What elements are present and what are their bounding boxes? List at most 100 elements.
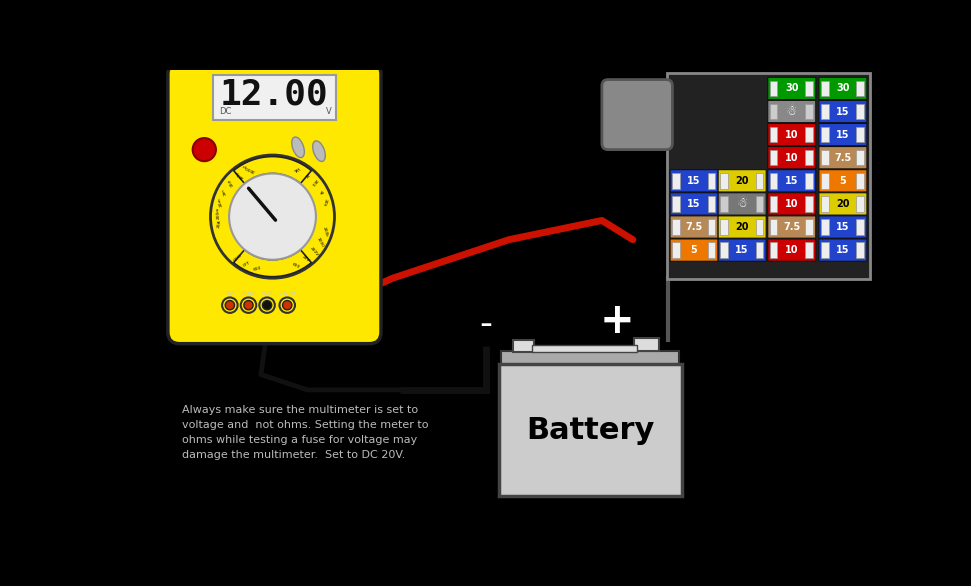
Circle shape: [225, 301, 235, 310]
FancyBboxPatch shape: [820, 196, 828, 212]
Circle shape: [192, 138, 216, 161]
Circle shape: [229, 173, 316, 260]
Text: ☃: ☃: [787, 105, 797, 118]
Text: 2m: 2m: [221, 188, 228, 195]
FancyBboxPatch shape: [720, 219, 728, 235]
Text: 20µ: 20µ: [227, 178, 235, 186]
Text: 30: 30: [785, 83, 798, 93]
Text: 10A: 10A: [225, 291, 235, 296]
FancyBboxPatch shape: [770, 150, 778, 165]
Text: 20V: 20V: [301, 255, 311, 263]
Circle shape: [241, 298, 256, 313]
Text: -: -: [479, 308, 492, 342]
Wedge shape: [234, 250, 312, 277]
Text: 2000µ: 2000µ: [242, 163, 255, 173]
Text: 10: 10: [785, 153, 798, 163]
FancyBboxPatch shape: [856, 150, 864, 165]
FancyBboxPatch shape: [634, 338, 659, 352]
Text: 12.00: 12.00: [220, 77, 329, 111]
FancyBboxPatch shape: [672, 173, 680, 189]
Text: 10: 10: [785, 245, 798, 255]
FancyBboxPatch shape: [708, 196, 716, 212]
Text: V: V: [325, 107, 331, 115]
Circle shape: [283, 301, 292, 310]
FancyBboxPatch shape: [856, 243, 864, 258]
FancyBboxPatch shape: [819, 77, 867, 100]
FancyBboxPatch shape: [819, 239, 867, 261]
FancyBboxPatch shape: [670, 239, 719, 261]
FancyBboxPatch shape: [820, 150, 828, 165]
FancyBboxPatch shape: [768, 124, 816, 146]
FancyBboxPatch shape: [708, 173, 716, 189]
Circle shape: [244, 301, 253, 310]
Text: 15: 15: [687, 176, 701, 186]
FancyBboxPatch shape: [719, 170, 766, 192]
FancyBboxPatch shape: [856, 127, 864, 142]
FancyBboxPatch shape: [819, 146, 867, 169]
Ellipse shape: [313, 141, 325, 162]
Text: Always make sure the multimeter is set to
voltage and  not ohms. Setting the met: Always make sure the multimeter is set t…: [182, 406, 428, 459]
FancyBboxPatch shape: [768, 77, 816, 100]
FancyBboxPatch shape: [820, 219, 828, 235]
FancyBboxPatch shape: [856, 219, 864, 235]
FancyBboxPatch shape: [708, 219, 716, 235]
Text: 15: 15: [836, 130, 850, 139]
FancyBboxPatch shape: [819, 100, 867, 122]
FancyBboxPatch shape: [501, 352, 680, 367]
FancyBboxPatch shape: [755, 243, 763, 258]
Text: V.A: V.A: [292, 165, 300, 172]
FancyBboxPatch shape: [770, 81, 778, 96]
Text: 20: 20: [836, 199, 850, 209]
FancyBboxPatch shape: [670, 170, 719, 192]
FancyBboxPatch shape: [820, 104, 828, 119]
Text: 20m: 20m: [218, 196, 223, 207]
FancyBboxPatch shape: [755, 196, 763, 212]
Text: 10: 10: [785, 199, 798, 209]
FancyBboxPatch shape: [719, 216, 766, 238]
FancyBboxPatch shape: [768, 239, 816, 261]
FancyBboxPatch shape: [856, 104, 864, 119]
FancyBboxPatch shape: [820, 81, 828, 96]
FancyBboxPatch shape: [805, 81, 813, 96]
Text: 7.5: 7.5: [686, 222, 703, 232]
FancyBboxPatch shape: [768, 216, 816, 238]
FancyBboxPatch shape: [820, 127, 828, 142]
FancyBboxPatch shape: [768, 193, 816, 215]
FancyBboxPatch shape: [805, 104, 813, 119]
Text: 600: 600: [253, 265, 262, 271]
Text: ☃: ☃: [737, 197, 748, 210]
Text: 15: 15: [735, 245, 749, 255]
FancyBboxPatch shape: [672, 219, 680, 235]
Circle shape: [211, 155, 334, 278]
FancyBboxPatch shape: [768, 100, 816, 122]
FancyBboxPatch shape: [856, 173, 864, 189]
FancyBboxPatch shape: [820, 243, 828, 258]
Text: 5: 5: [690, 245, 697, 255]
FancyBboxPatch shape: [672, 243, 680, 258]
FancyBboxPatch shape: [805, 196, 813, 212]
FancyBboxPatch shape: [720, 243, 728, 258]
FancyBboxPatch shape: [770, 196, 778, 212]
Text: V Ω Hz: V Ω Hz: [279, 291, 295, 296]
FancyBboxPatch shape: [805, 127, 813, 142]
FancyBboxPatch shape: [819, 124, 867, 146]
Text: 200: 200: [310, 178, 318, 186]
FancyBboxPatch shape: [805, 173, 813, 189]
Text: 7.5: 7.5: [784, 222, 800, 232]
Text: 20: 20: [303, 171, 310, 178]
FancyBboxPatch shape: [770, 243, 778, 258]
FancyBboxPatch shape: [213, 75, 336, 120]
FancyBboxPatch shape: [499, 364, 682, 496]
Text: 7.5: 7.5: [834, 153, 852, 163]
FancyBboxPatch shape: [805, 243, 813, 258]
FancyBboxPatch shape: [168, 63, 381, 343]
Text: OOO: OOO: [232, 253, 243, 263]
FancyBboxPatch shape: [770, 104, 778, 119]
Text: 600: 600: [291, 262, 300, 269]
FancyBboxPatch shape: [770, 127, 778, 142]
Text: 1000: 1000: [316, 236, 324, 248]
Text: 200k: 200k: [321, 226, 328, 237]
FancyBboxPatch shape: [768, 146, 816, 169]
FancyBboxPatch shape: [819, 193, 867, 215]
Text: 200m: 200m: [216, 206, 220, 219]
